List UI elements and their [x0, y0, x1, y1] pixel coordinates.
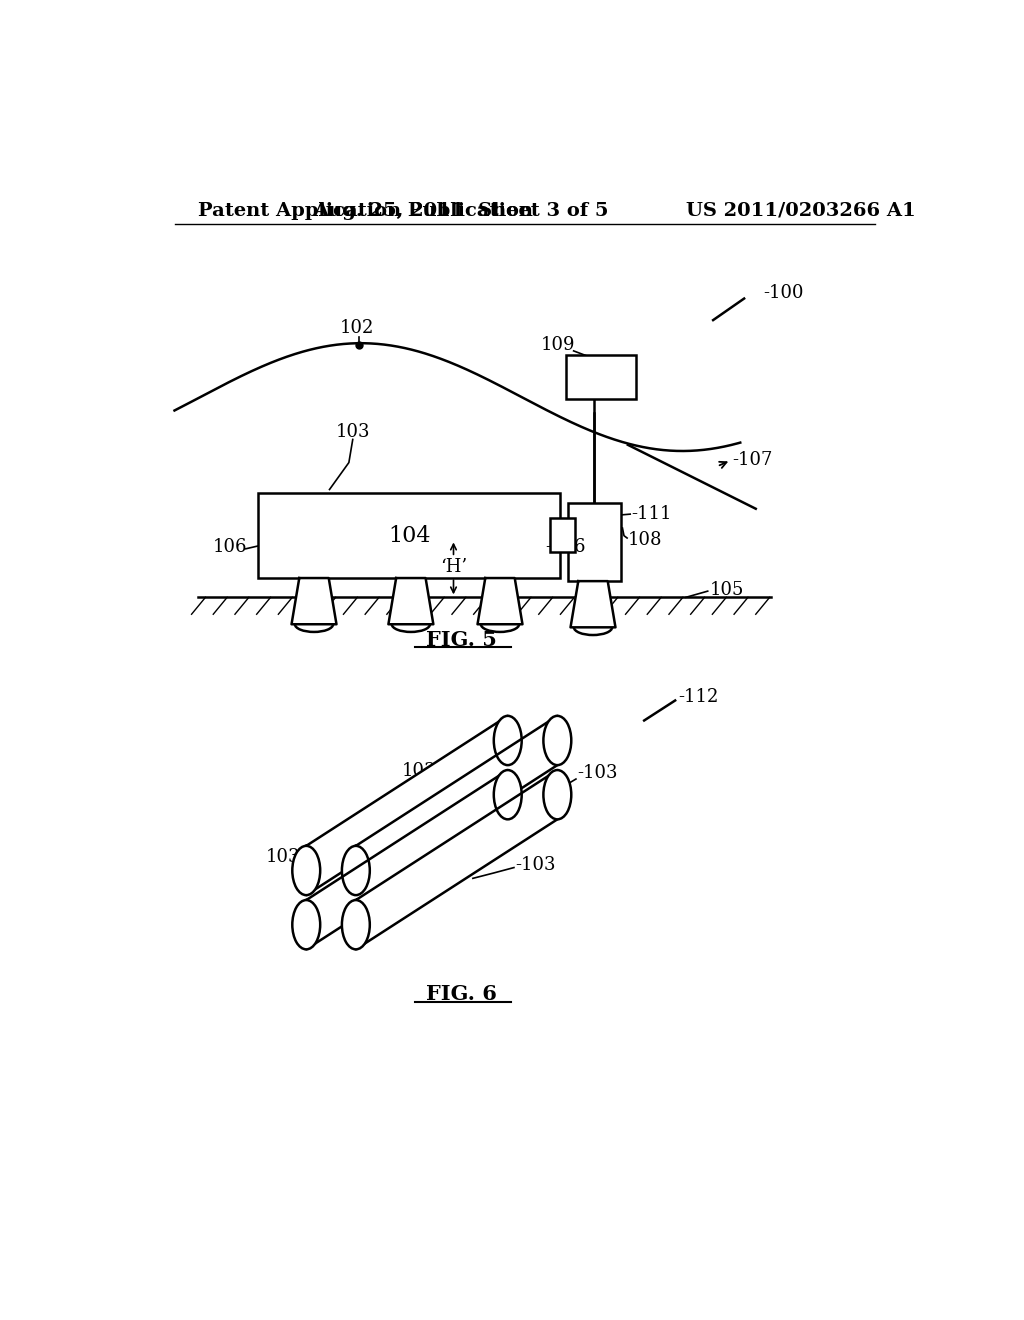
- Ellipse shape: [544, 770, 571, 820]
- Polygon shape: [570, 581, 615, 627]
- Text: 106: 106: [213, 539, 248, 556]
- Text: FIG. 6: FIG. 6: [426, 983, 497, 1003]
- Text: 104: 104: [388, 525, 430, 546]
- Ellipse shape: [292, 900, 321, 949]
- Bar: [258, 494, 560, 578]
- Text: Patent Application Publication: Patent Application Publication: [198, 202, 532, 219]
- Text: 102: 102: [339, 319, 374, 337]
- Polygon shape: [306, 770, 508, 949]
- Text: Aug. 25, 2011  Sheet 3 of 5: Aug. 25, 2011 Sheet 3 of 5: [313, 202, 609, 219]
- Polygon shape: [356, 770, 557, 949]
- Ellipse shape: [342, 846, 370, 895]
- Text: -111: -111: [631, 506, 672, 523]
- Text: -103: -103: [515, 857, 556, 874]
- Text: 103: 103: [401, 762, 436, 780]
- Bar: [550, 517, 575, 552]
- Polygon shape: [356, 715, 557, 895]
- Ellipse shape: [494, 770, 521, 820]
- Text: ‘H’: ‘H’: [440, 557, 467, 576]
- Text: FIG. 5: FIG. 5: [426, 630, 497, 649]
- Text: 103: 103: [336, 422, 370, 441]
- Ellipse shape: [544, 715, 571, 766]
- Bar: [568, 503, 621, 581]
- Text: -100: -100: [764, 284, 804, 302]
- Text: US 2011/0203266 A1: US 2011/0203266 A1: [686, 202, 915, 219]
- Bar: [566, 355, 636, 400]
- Ellipse shape: [494, 715, 521, 766]
- Text: 108: 108: [628, 531, 663, 549]
- Ellipse shape: [342, 900, 370, 949]
- Polygon shape: [292, 578, 337, 624]
- Text: 109: 109: [541, 335, 575, 354]
- Text: 103: 103: [266, 847, 300, 866]
- Polygon shape: [477, 578, 522, 624]
- Text: -107: -107: [732, 451, 773, 469]
- Text: 105: 105: [710, 581, 743, 598]
- Text: -106: -106: [545, 539, 586, 556]
- Polygon shape: [306, 715, 508, 895]
- Polygon shape: [388, 578, 433, 624]
- Text: -103: -103: [578, 764, 618, 781]
- Ellipse shape: [292, 846, 321, 895]
- Text: -112: -112: [678, 689, 719, 706]
